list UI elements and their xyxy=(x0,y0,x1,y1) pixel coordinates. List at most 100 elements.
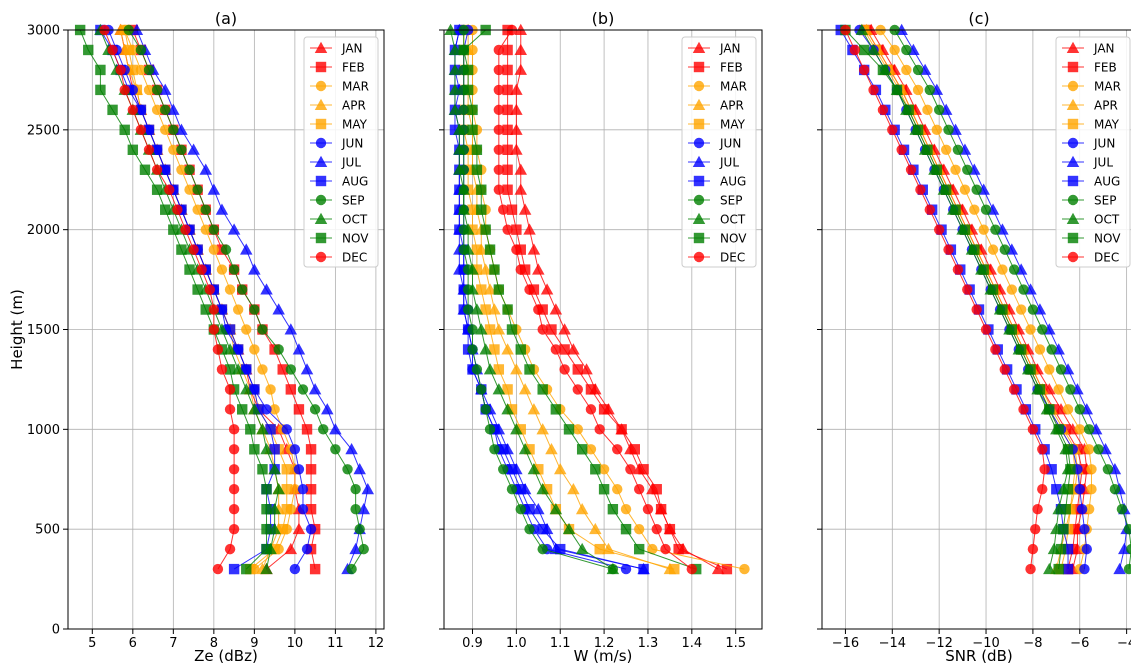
data-point-sep xyxy=(273,344,284,355)
data-point-dec xyxy=(127,104,139,116)
data-point-nov xyxy=(261,504,272,515)
data-point-mar xyxy=(200,224,211,235)
data-point-oct xyxy=(527,463,541,475)
x-tick-label: −16 xyxy=(832,636,859,651)
data-point-dec xyxy=(933,224,945,235)
legend-marker xyxy=(693,137,705,149)
data-point-apr xyxy=(483,283,497,295)
data-point-feb xyxy=(502,164,513,175)
data-point-may xyxy=(484,324,496,335)
data-point-oct xyxy=(457,183,470,195)
legend-label: JAN xyxy=(719,42,741,56)
data-point-dec xyxy=(537,324,548,335)
data-point-may xyxy=(471,244,483,255)
data-point-jul xyxy=(292,343,306,355)
data-point-jul xyxy=(260,283,273,295)
data-point-apr xyxy=(510,363,523,375)
x-tick-label: 6 xyxy=(129,636,137,651)
data-point-aug xyxy=(1051,484,1062,495)
data-point-dec xyxy=(212,563,224,575)
x-tick-label: 1.1 xyxy=(550,636,571,651)
data-point-dec xyxy=(180,224,191,235)
data-point-nov xyxy=(200,304,211,315)
data-point-feb xyxy=(305,464,317,475)
data-point-aug xyxy=(1062,563,1074,575)
legend-item-nov: NOV xyxy=(688,232,747,246)
data-point-sep xyxy=(471,364,483,375)
legend-marker xyxy=(315,118,327,130)
data-point-sep xyxy=(350,484,361,495)
data-point-nov xyxy=(480,224,491,235)
data-point-sep xyxy=(257,324,268,335)
data-point-sep xyxy=(1074,404,1085,415)
series-line-oct xyxy=(861,29,1069,570)
data-point-dec xyxy=(660,543,671,555)
legend-marker xyxy=(1067,251,1079,263)
series-line-jan xyxy=(870,29,1088,570)
data-point-mar xyxy=(922,104,933,116)
data-point-mar xyxy=(598,464,610,475)
data-point-mar xyxy=(289,484,301,495)
data-point-mar xyxy=(912,84,924,96)
legend-marker xyxy=(693,251,705,263)
data-point-jan xyxy=(514,23,527,35)
data-point-nov xyxy=(1055,543,1067,555)
legend-item-mar: MAR xyxy=(688,80,747,94)
y-tick-label: 1500 xyxy=(27,323,60,338)
data-point-may xyxy=(269,543,280,555)
data-point-nov xyxy=(1053,563,1064,575)
data-point-jun xyxy=(301,543,313,555)
legend-marker xyxy=(314,98,328,110)
data-point-dec xyxy=(887,124,898,136)
data-point-nov xyxy=(1006,324,1018,335)
data-point-jul xyxy=(1113,562,1126,575)
legend-marker xyxy=(1067,80,1079,92)
data-point-sep xyxy=(476,384,487,395)
data-point-feb xyxy=(293,404,305,415)
data-point-oct xyxy=(475,323,488,335)
legend-label: DEC xyxy=(342,251,367,265)
data-point-dec xyxy=(188,244,199,255)
legend-item-oct: OCT xyxy=(310,213,368,227)
data-point-oct xyxy=(260,443,273,455)
data-point-sep xyxy=(354,523,365,535)
data-point-nov xyxy=(261,523,272,535)
data-point-mar xyxy=(1086,484,1097,495)
legend-item-jan: JAN xyxy=(1062,42,1115,56)
series-line-apr xyxy=(467,30,671,570)
data-point-sep xyxy=(980,204,992,215)
data-point-jan xyxy=(518,203,532,215)
data-point-dec xyxy=(511,244,522,255)
data-point-dec xyxy=(858,64,870,76)
data-point-dec xyxy=(625,464,636,475)
legend-item-jun: JUN xyxy=(1062,137,1115,151)
data-point-sep xyxy=(1083,424,1095,435)
data-point-sep xyxy=(200,204,211,215)
data-point-mar xyxy=(232,304,244,315)
y-axis xyxy=(817,29,822,630)
data-point-aug xyxy=(241,364,252,375)
data-point-may xyxy=(476,284,487,295)
legend-marker xyxy=(693,194,705,206)
data-point-nov xyxy=(598,484,610,495)
series-line-apr xyxy=(866,29,1078,570)
x-tick-label: −14 xyxy=(879,636,906,651)
data-point-oct xyxy=(483,363,497,375)
data-point-feb xyxy=(502,144,513,155)
data-point-nov xyxy=(168,224,179,235)
data-point-aug xyxy=(151,144,163,155)
x-tick-label: 1.0 xyxy=(506,636,527,651)
legend-label: NOV xyxy=(720,232,747,246)
data-point-dec xyxy=(868,84,879,96)
data-point-oct xyxy=(575,542,589,555)
legend-item-may: MAY xyxy=(688,118,746,132)
data-point-jun xyxy=(620,563,632,575)
data-point-sep xyxy=(1018,284,1029,295)
legend-label: FEB xyxy=(1094,61,1117,75)
data-point-oct xyxy=(562,522,576,535)
data-point-sep xyxy=(943,124,954,136)
legend-marker xyxy=(1066,98,1080,110)
x-tick-label: 5 xyxy=(88,636,96,651)
x-axis: 5 6 7 8 9 10 11 12 xyxy=(88,629,384,651)
data-point-feb xyxy=(305,504,317,515)
